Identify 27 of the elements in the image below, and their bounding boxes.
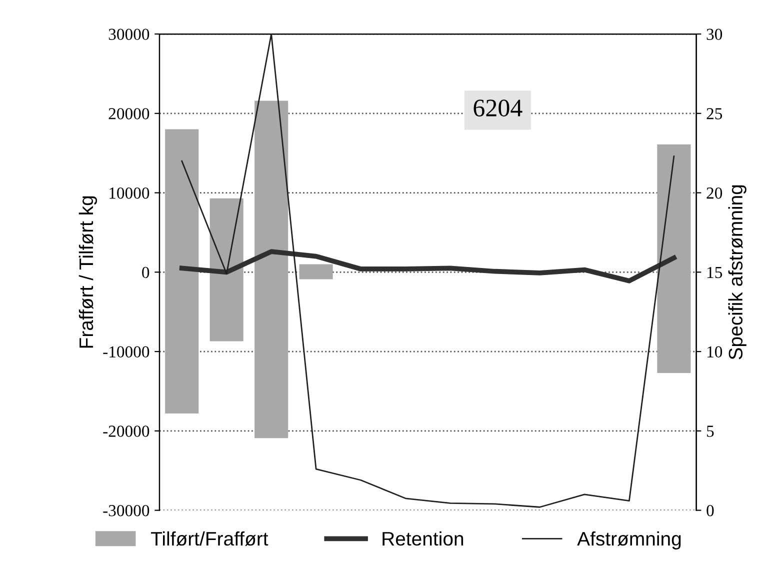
bar (657, 144, 691, 373)
legend-label: Afstrømning (577, 531, 681, 550)
y-tick-label: -20000 (103, 426, 150, 437)
line-series (179, 249, 676, 284)
annotation: 6204 (474, 100, 522, 116)
y-tick-label: 10000 (110, 187, 150, 199)
y-tick-label: 0 (142, 266, 150, 278)
y2-tick-label: 25 (706, 108, 722, 120)
y-tick-label: 30000 (108, 28, 150, 40)
legend-label: Tilført/Frafført (151, 531, 268, 546)
legend-label: Retention (382, 531, 464, 546)
y2-tick-label: 0 (706, 505, 714, 516)
bar (210, 198, 244, 342)
y-tick-label: -30000 (103, 505, 150, 516)
y-tick-label: 20000 (108, 108, 150, 120)
bar (254, 100, 288, 438)
y2-tick-label: 10 (708, 346, 722, 358)
y2-axis-title: Specifik afstrømning (728, 185, 746, 360)
y2-tick-label: 30 (706, 28, 722, 40)
y-tick-label: -10000 (103, 346, 150, 358)
bar (165, 129, 199, 414)
line-series (181, 33, 675, 508)
y2-tick-label: 15 (708, 266, 722, 278)
y2-tick-label: 20 (706, 187, 722, 199)
y2-tick-label: 5 (707, 426, 714, 437)
y-axis-title: Frafført / Tilført kg (78, 196, 97, 348)
bar (299, 264, 333, 280)
